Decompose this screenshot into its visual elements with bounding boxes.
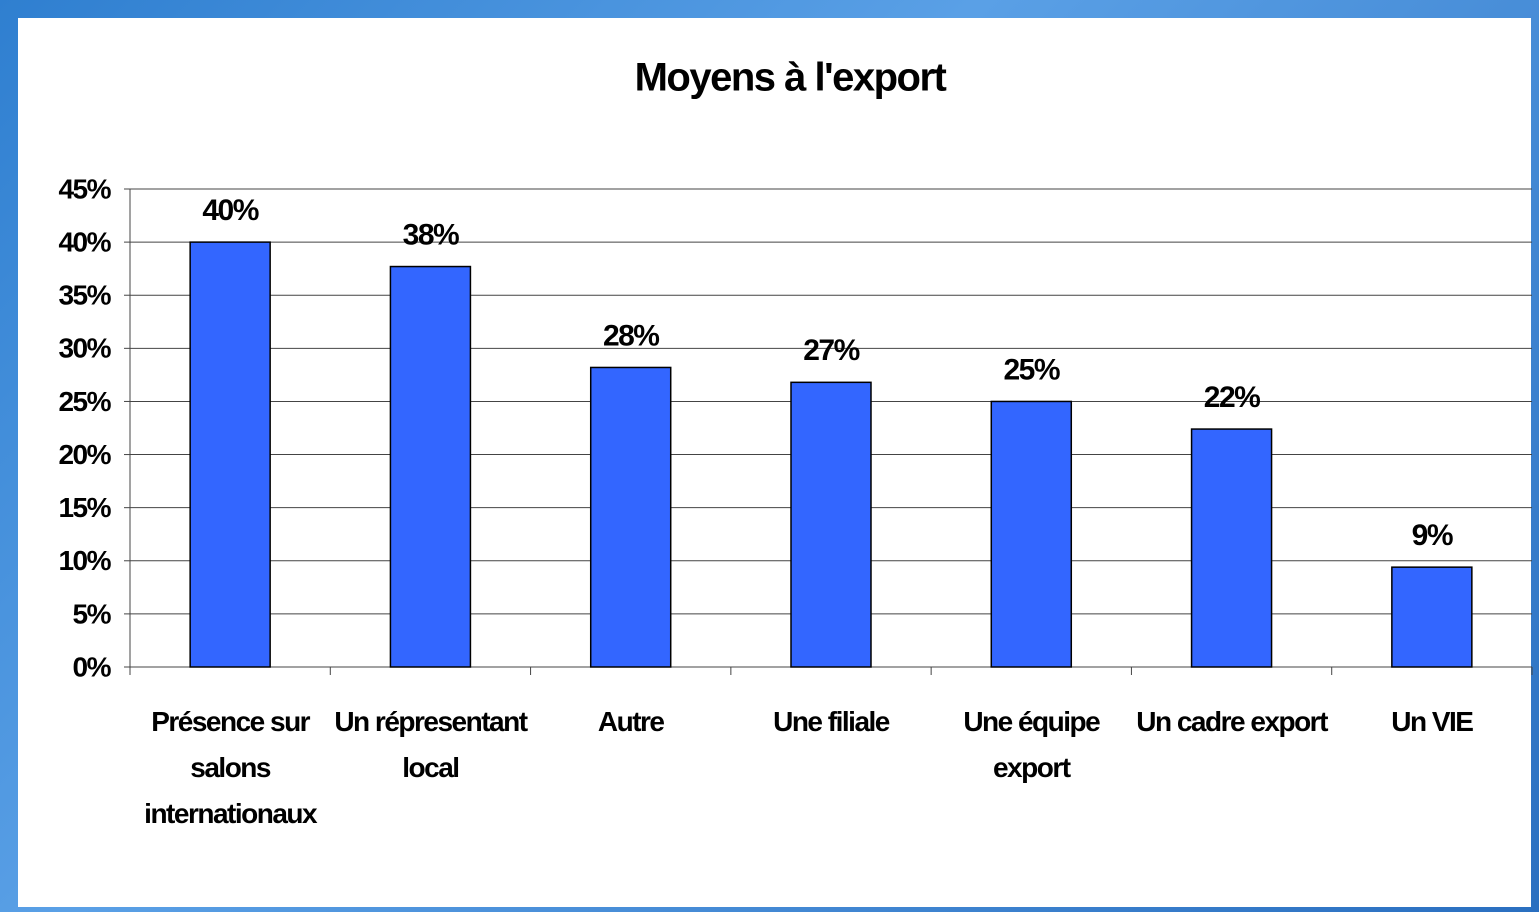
x-tick-label: Un VIE: [1391, 706, 1474, 737]
bar: [790, 381, 872, 668]
value-label: 27%: [803, 334, 859, 367]
bar: [1391, 566, 1473, 668]
x-tick-label: Une filiale: [773, 706, 890, 737]
x-tick-label: Présence sur salons internationaux: [144, 706, 317, 829]
bar: [589, 366, 672, 668]
y-tick-label: 5%: [73, 598, 112, 629]
y-tick-label: 20%: [58, 439, 111, 470]
y-tick-label: 25%: [58, 386, 111, 417]
value-label: 38%: [403, 218, 459, 251]
y-tick-label: 15%: [58, 492, 111, 523]
y-tick-label: 0%: [73, 651, 112, 682]
y-tick-label: 30%: [58, 333, 111, 364]
y-tick-label: 10%: [58, 545, 111, 576]
value-label: 28%: [603, 319, 659, 352]
y-tick-label: 45%: [58, 173, 111, 204]
x-tick-label: Un cadre export: [1136, 706, 1328, 737]
value-label: 9%: [1412, 519, 1453, 552]
x-tick-label: Une équipe export: [963, 706, 1100, 783]
value-label: 22%: [1204, 381, 1260, 414]
x-tick-label: Un répresentant local: [334, 706, 528, 783]
bar: [1190, 428, 1273, 668]
bar: [189, 241, 271, 668]
chart-title: Moyens à l'export: [635, 56, 947, 100]
bar: [990, 400, 1073, 668]
value-label: 40%: [202, 194, 258, 227]
y-tick-label: 35%: [58, 280, 111, 311]
bar: [389, 265, 472, 668]
x-tick-label: Autre: [597, 706, 665, 737]
y-tick-label: 40%: [58, 227, 111, 258]
value-label: 25%: [1004, 353, 1060, 386]
